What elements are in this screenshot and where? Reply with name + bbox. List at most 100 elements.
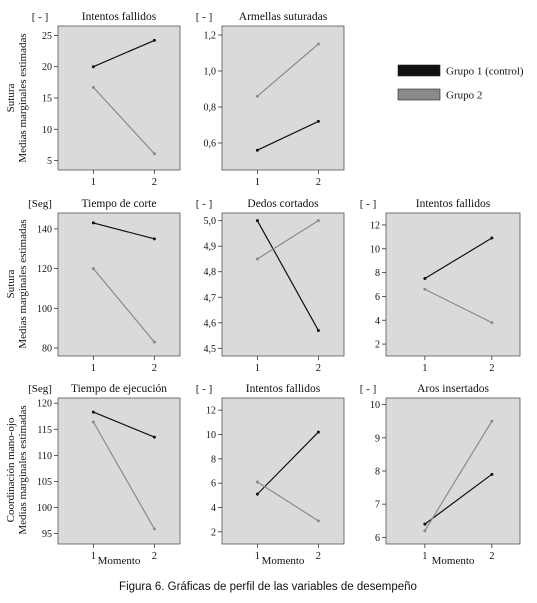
x-tick-label: 1: [422, 363, 427, 374]
legend-label: Grupo 2: [446, 90, 482, 102]
row-label-line2: Medias marginales estimadas: [17, 405, 29, 534]
legend: Grupo 1 (control) Grupo 2: [397, 64, 524, 102]
series-grupo-1-point: [255, 148, 259, 152]
y-tick-label: 100: [37, 503, 52, 514]
series-grupo-2-line: [92, 421, 155, 530]
y-tick-label: 4,5: [204, 344, 217, 355]
chart-panel: Tiempo de ejecución[Seg]9510010511011512…: [28, 383, 181, 567]
plot-area: [57, 25, 181, 171]
series-grupo-1-point: [316, 430, 320, 434]
y-tick-label: 80: [42, 344, 52, 355]
series-grupo-2-point: [152, 527, 156, 531]
series-grupo-1-point: [423, 522, 427, 526]
y-unit-label: [Seg]: [28, 383, 52, 395]
y-tick-label: 4,7: [204, 293, 217, 304]
x-axis-title: Momento: [432, 555, 475, 567]
series-grupo-2-point: [490, 419, 494, 423]
row-label-line2: Medias marginales estimadas: [17, 219, 29, 348]
series-grupo-1-line: [93, 39, 155, 68]
series-grupo-2-point: [91, 420, 95, 424]
x-tick-label: 2: [152, 551, 157, 562]
y-tick-label: 2: [211, 527, 216, 538]
x-tick-label: 2: [316, 177, 321, 188]
series-grupo-2-point: [316, 42, 320, 46]
y-tick-label: 4,9: [204, 242, 217, 253]
y-unit-label: [ - ]: [32, 11, 49, 23]
x-tick-label: 1: [91, 551, 96, 562]
y-tick-label: 8: [211, 454, 216, 465]
y-tick-label: 6: [211, 479, 216, 490]
y-tick-label: 95: [42, 529, 52, 540]
series-grupo-2-point: [316, 219, 320, 223]
y-tick-label: 0,6: [204, 139, 217, 150]
row-label: Coordinación mano-ojo Medias marginales e…: [5, 405, 29, 534]
series-grupo-2-line: [257, 481, 319, 522]
series-grupo-1-point: [316, 328, 320, 332]
y-tick-label: 1,2: [204, 31, 217, 42]
chart-panel: Intentos fallidos [ - ] 5 10 15 20 25 1 2: [32, 11, 181, 188]
plot-area: [57, 397, 181, 545]
y-tick-label: 9: [375, 433, 380, 444]
y-tick-label: 12: [370, 220, 380, 231]
chart-title: Tiempo de corte: [82, 198, 157, 210]
row-label: Sutura Medias marginales estimadas: [5, 219, 29, 348]
y-unit-label: [Seg]: [28, 198, 52, 210]
x-tick-label: 2: [489, 363, 494, 374]
y-unit-label: [ - ]: [360, 383, 377, 395]
series-grupo-1-point: [255, 219, 259, 223]
series-grupo-1-point: [91, 65, 95, 69]
series-grupo-1-point: [152, 237, 156, 241]
y-tick-label: 4: [211, 503, 216, 514]
y-tick-label: 5,0: [204, 216, 217, 227]
series-grupo-2-point: [255, 480, 259, 484]
series-grupo-1-point: [152, 38, 156, 42]
series-grupo-1-line: [93, 411, 155, 438]
y-tick-label: 105: [37, 477, 52, 488]
y-tick-label: 140: [37, 224, 52, 235]
plot-area: [385, 212, 521, 357]
series-grupo-2-line: [424, 420, 493, 532]
chart-title: Intentos fallidos: [246, 383, 321, 395]
series-grupo-2-point: [255, 257, 259, 261]
series-grupo-1-line: [256, 220, 319, 331]
y-tick-label: 6: [375, 533, 380, 544]
series-grupo-1-point: [91, 221, 95, 225]
chart-panel: Armellas suturadas [ - ] 0,6 0,8 1,0 1,2 1 2: [196, 11, 345, 188]
y-tick-label: 6: [375, 292, 380, 303]
y-tick-label: 120: [37, 264, 52, 275]
series-grupo-1-point: [152, 435, 156, 439]
series-grupo-1-line: [424, 473, 493, 525]
chart-panel: Aros insertados [ - ] 6 7 8 9 10 1 2 Momento: [360, 383, 521, 567]
series-grupo-1-point: [490, 472, 494, 476]
y-tick-label: 120: [37, 399, 52, 410]
y-tick-label: 4,6: [204, 318, 217, 329]
chart-title: Aros insertados: [417, 383, 489, 395]
series-grupo-1-line: [93, 222, 155, 240]
y-unit-label: [ - ]: [196, 198, 213, 210]
plot-area: [221, 212, 345, 357]
y-unit-label: [ - ]: [360, 198, 377, 210]
x-tick-label: 2: [152, 363, 157, 374]
figure-caption: Figura 6. Gráficas de perfil de las vari…: [119, 581, 417, 593]
x-tick-label: 2: [316, 363, 321, 374]
y-tick-label: 100: [37, 304, 52, 315]
legend-label: Grupo 1 (control): [446, 66, 524, 78]
row-label-line1: Sutura: [5, 270, 17, 299]
series-grupo-2-line: [256, 43, 319, 97]
plot-area: [385, 397, 521, 545]
y-tick-label: 115: [37, 425, 52, 436]
y-tick-label: 25: [42, 31, 52, 42]
x-tick-label: 2: [152, 177, 157, 188]
chart-title: Tiempo de ejecución: [71, 383, 167, 395]
chart-title: Dedos cortados: [247, 198, 319, 210]
y-tick-label: 12: [206, 406, 216, 417]
plot-area: [221, 397, 345, 545]
series-grupo-2-point: [152, 340, 156, 344]
series-grupo-2-line: [257, 220, 319, 260]
y-tick-label: 8: [375, 467, 380, 478]
x-tick-label: 1: [422, 551, 427, 562]
